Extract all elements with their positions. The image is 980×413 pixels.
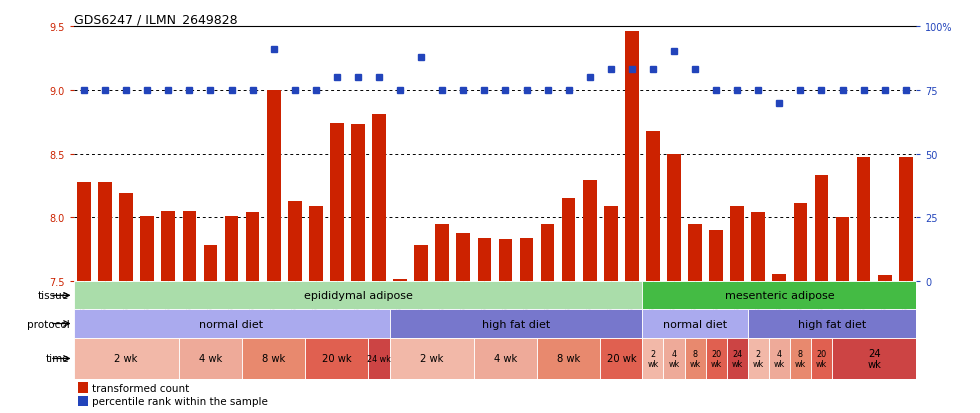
Bar — [224, 216, 238, 282]
Text: 4
wk: 4 wk — [774, 349, 785, 368]
Bar — [604, 206, 617, 282]
Bar — [667, 154, 681, 282]
Bar — [74, 310, 390, 338]
Bar — [120, 194, 133, 282]
Text: 2 wk: 2 wk — [420, 354, 443, 363]
Bar — [309, 206, 322, 282]
Bar — [643, 310, 748, 338]
Bar — [625, 32, 639, 282]
Text: 24
wk: 24 wk — [732, 349, 743, 368]
Bar — [415, 246, 428, 282]
Bar — [814, 176, 828, 282]
Bar — [477, 238, 491, 282]
Bar — [772, 274, 786, 282]
Text: normal diet: normal diet — [200, 319, 264, 329]
Text: 20
wk: 20 wk — [816, 349, 827, 368]
Text: 2 wk: 2 wk — [115, 354, 138, 363]
Text: GDS6247 / ILMN_2649828: GDS6247 / ILMN_2649828 — [74, 13, 237, 26]
Text: protocol: protocol — [26, 319, 70, 329]
Bar — [790, 338, 811, 380]
Text: tissue: tissue — [38, 291, 70, 301]
Bar — [246, 213, 260, 282]
Text: 2
wk: 2 wk — [648, 349, 659, 368]
Text: 20 wk: 20 wk — [322, 354, 352, 363]
Text: 8
wk: 8 wk — [795, 349, 806, 368]
Bar — [710, 230, 723, 282]
Text: 4 wk: 4 wk — [494, 354, 517, 363]
Bar — [769, 338, 790, 380]
Bar — [306, 338, 368, 380]
Bar — [267, 90, 280, 282]
Bar — [748, 310, 916, 338]
Bar — [832, 338, 916, 380]
Bar — [643, 338, 663, 380]
Bar — [878, 275, 892, 282]
Text: normal diet: normal diet — [663, 319, 727, 329]
Bar — [499, 240, 513, 282]
Bar — [77, 182, 91, 282]
Text: high fat diet: high fat diet — [798, 319, 866, 329]
Bar — [474, 338, 537, 380]
Text: 20
wk: 20 wk — [710, 349, 721, 368]
Text: 24 wk: 24 wk — [368, 354, 391, 363]
Bar — [730, 206, 744, 282]
Bar — [836, 218, 850, 282]
Bar — [688, 224, 702, 282]
Text: 4 wk: 4 wk — [199, 354, 222, 363]
Bar — [899, 158, 912, 282]
Bar — [77, 382, 88, 393]
Text: 24
wk: 24 wk — [867, 348, 881, 369]
Bar — [541, 224, 555, 282]
Bar — [601, 338, 643, 380]
Text: epididymal adipose: epididymal adipose — [304, 291, 413, 301]
Bar — [435, 224, 449, 282]
Text: 8 wk: 8 wk — [262, 354, 285, 363]
Bar — [857, 158, 870, 282]
Bar — [140, 216, 154, 282]
Bar — [748, 338, 769, 380]
Bar — [390, 310, 643, 338]
Bar — [393, 279, 407, 282]
Bar — [182, 211, 196, 282]
Bar — [162, 211, 175, 282]
Text: 8
wk: 8 wk — [690, 349, 701, 368]
Bar — [646, 131, 660, 282]
Bar — [351, 125, 365, 282]
Bar — [643, 282, 916, 310]
Bar — [390, 338, 474, 380]
Bar — [178, 338, 242, 380]
Bar — [74, 282, 643, 310]
Bar — [562, 199, 575, 282]
Bar — [330, 123, 344, 282]
Bar — [519, 238, 533, 282]
Bar — [98, 182, 112, 282]
Bar — [811, 338, 832, 380]
Bar — [77, 396, 88, 406]
Bar — [204, 246, 218, 282]
Text: 8 wk: 8 wk — [557, 354, 580, 363]
Bar — [752, 213, 765, 282]
Bar — [372, 115, 386, 282]
Bar — [242, 338, 306, 380]
Text: percentile rank within the sample: percentile rank within the sample — [92, 396, 268, 406]
Bar — [74, 338, 178, 380]
Text: 4
wk: 4 wk — [668, 349, 679, 368]
Text: transformed count: transformed count — [92, 383, 189, 393]
Bar — [663, 338, 685, 380]
Bar — [727, 338, 748, 380]
Bar — [457, 233, 470, 282]
Bar — [583, 181, 597, 282]
Text: 2
wk: 2 wk — [753, 349, 763, 368]
Bar — [537, 338, 601, 380]
Bar — [685, 338, 706, 380]
Bar — [288, 201, 302, 282]
Text: mesenteric adipose: mesenteric adipose — [724, 291, 834, 301]
Bar — [706, 338, 727, 380]
Text: 20 wk: 20 wk — [607, 354, 636, 363]
Bar — [794, 204, 808, 282]
Text: time: time — [46, 354, 70, 363]
Text: high fat diet: high fat diet — [482, 319, 550, 329]
Bar — [368, 338, 390, 380]
